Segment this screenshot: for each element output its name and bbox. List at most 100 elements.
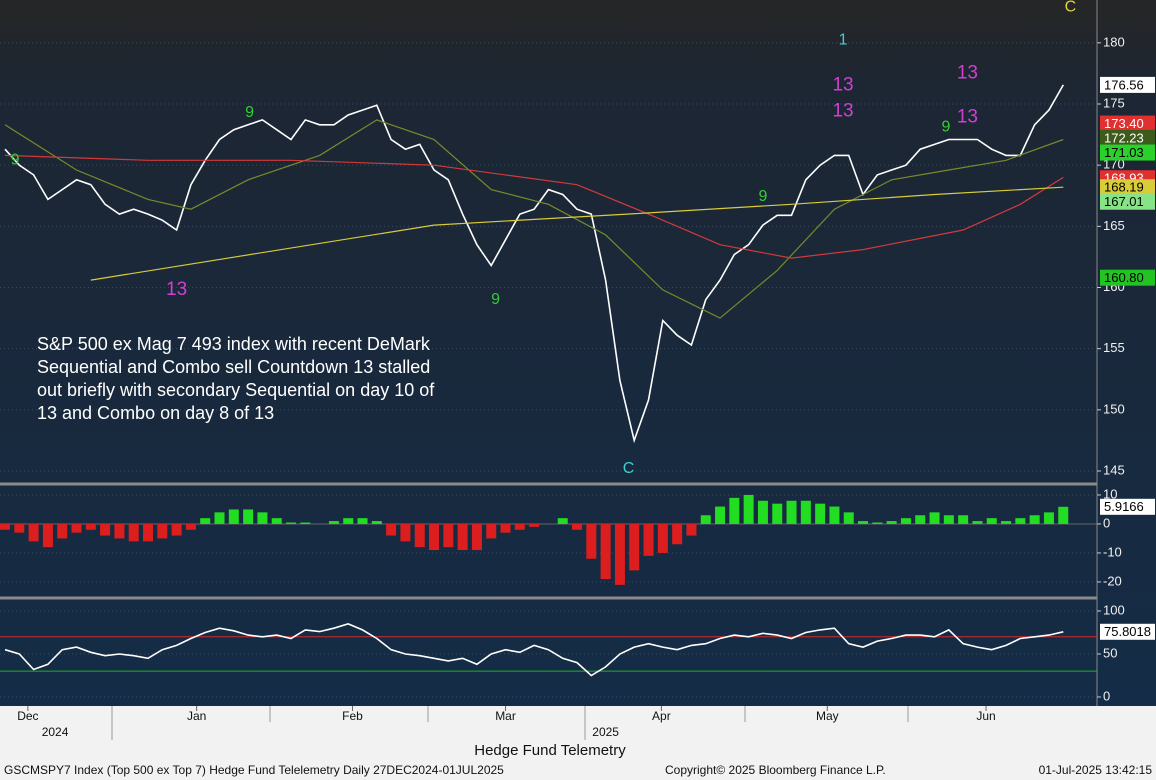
- bar: [57, 523, 68, 539]
- demark-count: 13: [957, 106, 978, 127]
- bar: [300, 522, 311, 524]
- bar: [672, 523, 683, 545]
- annotation-text: 13 and Combo on day 8 of 13: [37, 403, 274, 423]
- demark-count: 9: [245, 104, 254, 121]
- y-tick-label: 155: [1103, 340, 1125, 355]
- bar: [500, 523, 511, 533]
- last-value-box: [1100, 179, 1155, 196]
- last-value-label: 160.80: [1104, 270, 1144, 285]
- demark-count: 13: [957, 62, 978, 83]
- last-value-label: 176.56: [1104, 77, 1144, 92]
- demark-count: 9: [11, 151, 20, 168]
- price-line: [4, 84, 1064, 444]
- bar: [1029, 515, 1040, 524]
- x-tick-label: May: [816, 709, 839, 723]
- y-tick-label: 0: [1103, 688, 1110, 703]
- bar: [929, 512, 940, 524]
- moving-average: [4, 119, 1064, 319]
- footer-timestamp: 01-Jul-2025 13:42:15: [1039, 763, 1153, 777]
- y-tick-label: 145: [1103, 462, 1125, 477]
- bar: [100, 523, 111, 536]
- bar: [614, 523, 625, 585]
- footer-left: GSCMSPY7 Index (Top 500 ex Top 7) Hedge …: [4, 763, 504, 777]
- demark-count: 9: [491, 291, 500, 308]
- year-label: 2024: [42, 725, 69, 739]
- bar: [943, 515, 954, 524]
- last-value-box: [1100, 498, 1155, 515]
- bar: [657, 523, 668, 553]
- bar: [200, 518, 211, 524]
- y-tick-label: -10: [1103, 544, 1122, 559]
- y-tick-label: 50: [1103, 645, 1117, 660]
- bar: [42, 523, 53, 548]
- bar: [800, 500, 811, 524]
- background: [0, 0, 1156, 706]
- x-tick-label: Jan: [187, 709, 206, 723]
- y-tick-label: 165: [1103, 218, 1125, 233]
- demark-count: 13: [832, 75, 853, 96]
- x-tick-label: Apr: [652, 709, 671, 723]
- bar: [471, 523, 482, 551]
- bar: [257, 512, 268, 524]
- bar: [786, 500, 797, 524]
- bar: [185, 523, 196, 530]
- bar: [400, 523, 411, 542]
- year-label: 2025: [592, 725, 619, 739]
- last-value-label: 75.8018: [1104, 624, 1151, 639]
- bar: [1043, 512, 1054, 524]
- bar: [0, 523, 11, 530]
- y-tick-label: 150: [1103, 401, 1125, 416]
- last-value-label: 171.03: [1104, 145, 1144, 160]
- bar: [228, 509, 239, 524]
- bar: [900, 518, 911, 524]
- moving-average: [4, 154, 1064, 259]
- bar: [972, 521, 983, 524]
- bar: [958, 515, 969, 524]
- last-value-label: 167.01: [1104, 194, 1144, 209]
- x-tick-label: Jun: [976, 709, 995, 723]
- annotation-text: Sequential and Combo sell Countdown 13 s…: [37, 357, 430, 377]
- demark-count: 1: [839, 32, 848, 49]
- x-tick-label: Feb: [342, 709, 363, 723]
- bar: [600, 523, 611, 580]
- last-value-label: 5.9166: [1104, 499, 1144, 514]
- axis-background: [0, 706, 1156, 780]
- bar: [71, 523, 82, 533]
- bar: [28, 523, 39, 542]
- bar: [243, 509, 254, 524]
- bar: [514, 523, 525, 530]
- bar: [686, 523, 697, 536]
- bar: [414, 523, 425, 548]
- last-value-box: [1100, 76, 1155, 93]
- bar: [271, 518, 282, 524]
- demark-count: 13: [166, 279, 187, 300]
- bar: [715, 506, 726, 524]
- bar: [886, 521, 897, 524]
- bar: [986, 518, 997, 524]
- bar: [557, 518, 568, 524]
- bar: [143, 523, 154, 542]
- bar: [858, 521, 869, 524]
- bar: [757, 500, 768, 524]
- x-axis-title: Hedge Fund Telemetry: [474, 742, 626, 759]
- bar: [915, 515, 926, 524]
- bar: [357, 518, 368, 524]
- y-tick-label: 0: [1103, 515, 1110, 530]
- x-tick-label: Mar: [495, 709, 516, 723]
- y-tick-label: -20: [1103, 573, 1122, 588]
- bar: [85, 523, 96, 530]
- footer-copyright: Copyright© 2025 Bloomberg Finance L.P.: [665, 763, 886, 777]
- y-tick-label: 100: [1103, 602, 1125, 617]
- annotation-text: S&P 500 ex Mag 7 493 index with recent D…: [37, 334, 431, 354]
- last-value-box: [1100, 144, 1155, 161]
- demark-count: 13: [832, 100, 853, 121]
- month-separators: [111, 706, 909, 740]
- demark-count: C: [623, 460, 635, 477]
- bar: [729, 497, 740, 524]
- last-value-box: [1100, 129, 1155, 146]
- bar: [157, 523, 168, 539]
- bar: [700, 515, 711, 524]
- bar: [743, 494, 754, 524]
